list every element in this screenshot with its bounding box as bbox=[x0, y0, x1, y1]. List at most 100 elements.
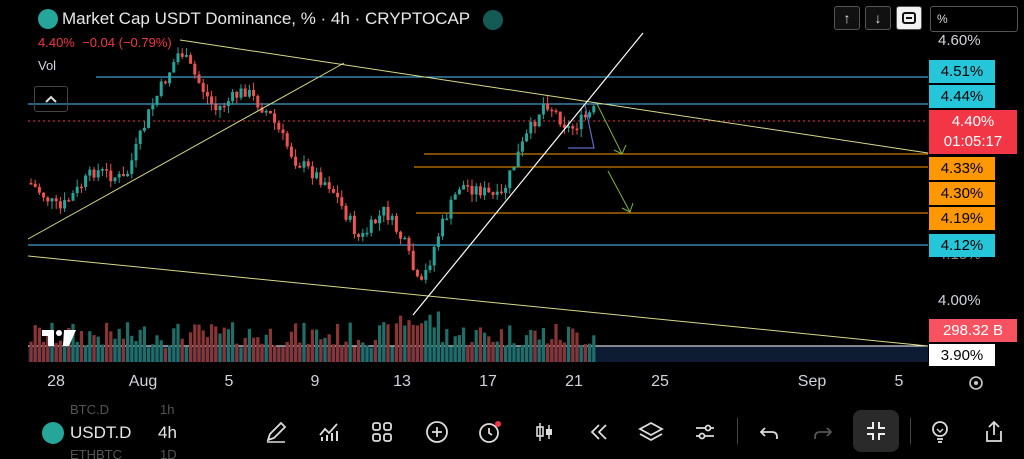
plus-circle-icon[interactable] bbox=[422, 417, 452, 447]
undo-icon[interactable] bbox=[754, 417, 784, 447]
timeframe-selector[interactable]: 4h bbox=[158, 423, 177, 442]
candle-body bbox=[281, 129, 285, 134]
volume-bar bbox=[470, 342, 474, 362]
eye-icon[interactable] bbox=[483, 10, 503, 30]
grid-icon[interactable] bbox=[367, 417, 397, 447]
candle-body bbox=[386, 206, 390, 221]
collapse-fullscreen-button[interactable] bbox=[853, 410, 899, 452]
volume-bar bbox=[369, 347, 373, 362]
volume-bar bbox=[285, 341, 289, 362]
settings-sliders-icon[interactable] bbox=[690, 417, 720, 447]
candle-body bbox=[294, 156, 298, 166]
candles-icon[interactable] bbox=[529, 417, 559, 447]
candle-body bbox=[96, 170, 100, 178]
volume-bar bbox=[403, 325, 407, 362]
candle-body bbox=[331, 188, 335, 193]
volume-bar bbox=[252, 337, 256, 362]
date-label-9: 9 bbox=[310, 373, 320, 390]
candle-body bbox=[382, 206, 386, 216]
symbol-logo-icon bbox=[42, 422, 64, 444]
alert-clock-icon[interactable] bbox=[475, 417, 505, 447]
level-tag-4-19: 4.19% bbox=[929, 207, 995, 230]
volume-bar bbox=[75, 341, 79, 362]
volume-bar bbox=[432, 327, 436, 362]
reset-scale-button[interactable] bbox=[896, 6, 922, 30]
candle-body bbox=[63, 200, 67, 209]
auto-scale-icon bbox=[902, 12, 916, 24]
volume-bar bbox=[180, 338, 184, 362]
time-axis-settings-icon[interactable] bbox=[966, 373, 986, 398]
percent-scale-toggle[interactable]: % bbox=[930, 6, 1018, 32]
volume-bar bbox=[306, 343, 310, 362]
volume-bar bbox=[390, 346, 394, 362]
trend-line-white bbox=[412, 32, 644, 316]
candle-body bbox=[235, 91, 239, 98]
volume-bar bbox=[96, 336, 100, 362]
candle-body bbox=[588, 112, 592, 118]
candle-body bbox=[340, 197, 344, 206]
volume-bar bbox=[562, 342, 566, 362]
candle-body bbox=[420, 276, 424, 280]
candle-body bbox=[436, 236, 440, 247]
price-chart[interactable] bbox=[0, 0, 1024, 404]
volume-bar bbox=[365, 345, 369, 362]
candle-body bbox=[415, 269, 419, 277]
pencil-icon[interactable] bbox=[261, 417, 291, 447]
candle-body bbox=[378, 215, 382, 224]
volume-bar bbox=[63, 341, 67, 362]
toolbar-divider bbox=[737, 418, 738, 444]
candle-body bbox=[575, 128, 579, 131]
volume-panel-bg bbox=[28, 346, 928, 362]
volume-bar bbox=[210, 324, 214, 362]
scroll-down-button[interactable]: ↓ bbox=[865, 6, 891, 30]
volume-bar bbox=[466, 345, 470, 362]
volume-bar bbox=[138, 329, 142, 362]
candle-body bbox=[520, 141, 524, 152]
volume-bar bbox=[168, 345, 172, 362]
candle-body bbox=[226, 101, 230, 106]
lightbulb-icon[interactable] bbox=[925, 417, 955, 447]
collapse-legend-button[interactable] bbox=[34, 86, 68, 112]
volume-bar bbox=[121, 338, 125, 362]
ghost-symbol-2: ETHBTC bbox=[70, 447, 122, 459]
indicators-icon[interactable] bbox=[314, 417, 344, 447]
candle-body bbox=[54, 198, 58, 202]
volume-bar bbox=[277, 347, 281, 362]
candle-body bbox=[67, 200, 71, 202]
scroll-up-button[interactable]: ↑ bbox=[834, 6, 860, 30]
volume-bar bbox=[92, 335, 96, 362]
candle-body bbox=[256, 95, 260, 108]
volume-bar bbox=[163, 347, 167, 362]
volume-bar bbox=[294, 323, 298, 362]
layers-icon[interactable] bbox=[636, 417, 666, 447]
volume-bar bbox=[264, 334, 268, 362]
date-label-13: 13 bbox=[393, 373, 411, 390]
volume-bar bbox=[533, 330, 537, 362]
volume-bar bbox=[218, 333, 222, 362]
ghost-tf-1: 1h bbox=[160, 402, 175, 417]
candle-body bbox=[247, 89, 251, 97]
volume-bar bbox=[541, 327, 545, 362]
chart-title[interactable]: Market Cap USDT Dominance, % · 4h · CRYP… bbox=[62, 9, 471, 28]
volume-bar bbox=[298, 342, 302, 362]
volume-bar bbox=[550, 339, 554, 362]
symbol-name[interactable]: USDT.D bbox=[70, 423, 132, 442]
candle-body bbox=[218, 105, 222, 111]
current-price-tag: 4.40% 01:05:17 bbox=[929, 110, 1017, 154]
trend-line-upper bbox=[179, 39, 929, 154]
candle-body bbox=[117, 174, 121, 178]
candle-body bbox=[344, 205, 348, 220]
volume-bar bbox=[159, 340, 163, 362]
share-icon[interactable] bbox=[979, 417, 1009, 447]
candle-body bbox=[579, 114, 583, 130]
volume-bar bbox=[478, 327, 482, 362]
candle-body bbox=[403, 237, 407, 240]
candle-body bbox=[411, 250, 415, 270]
redo-icon[interactable] bbox=[808, 417, 838, 447]
volume-bar bbox=[373, 340, 377, 362]
candle-body bbox=[508, 170, 512, 188]
volume-bar bbox=[260, 343, 264, 362]
candle-body bbox=[369, 219, 373, 233]
replay-icon[interactable] bbox=[583, 417, 613, 447]
level-tag-4-33: 4.33% bbox=[929, 157, 995, 180]
